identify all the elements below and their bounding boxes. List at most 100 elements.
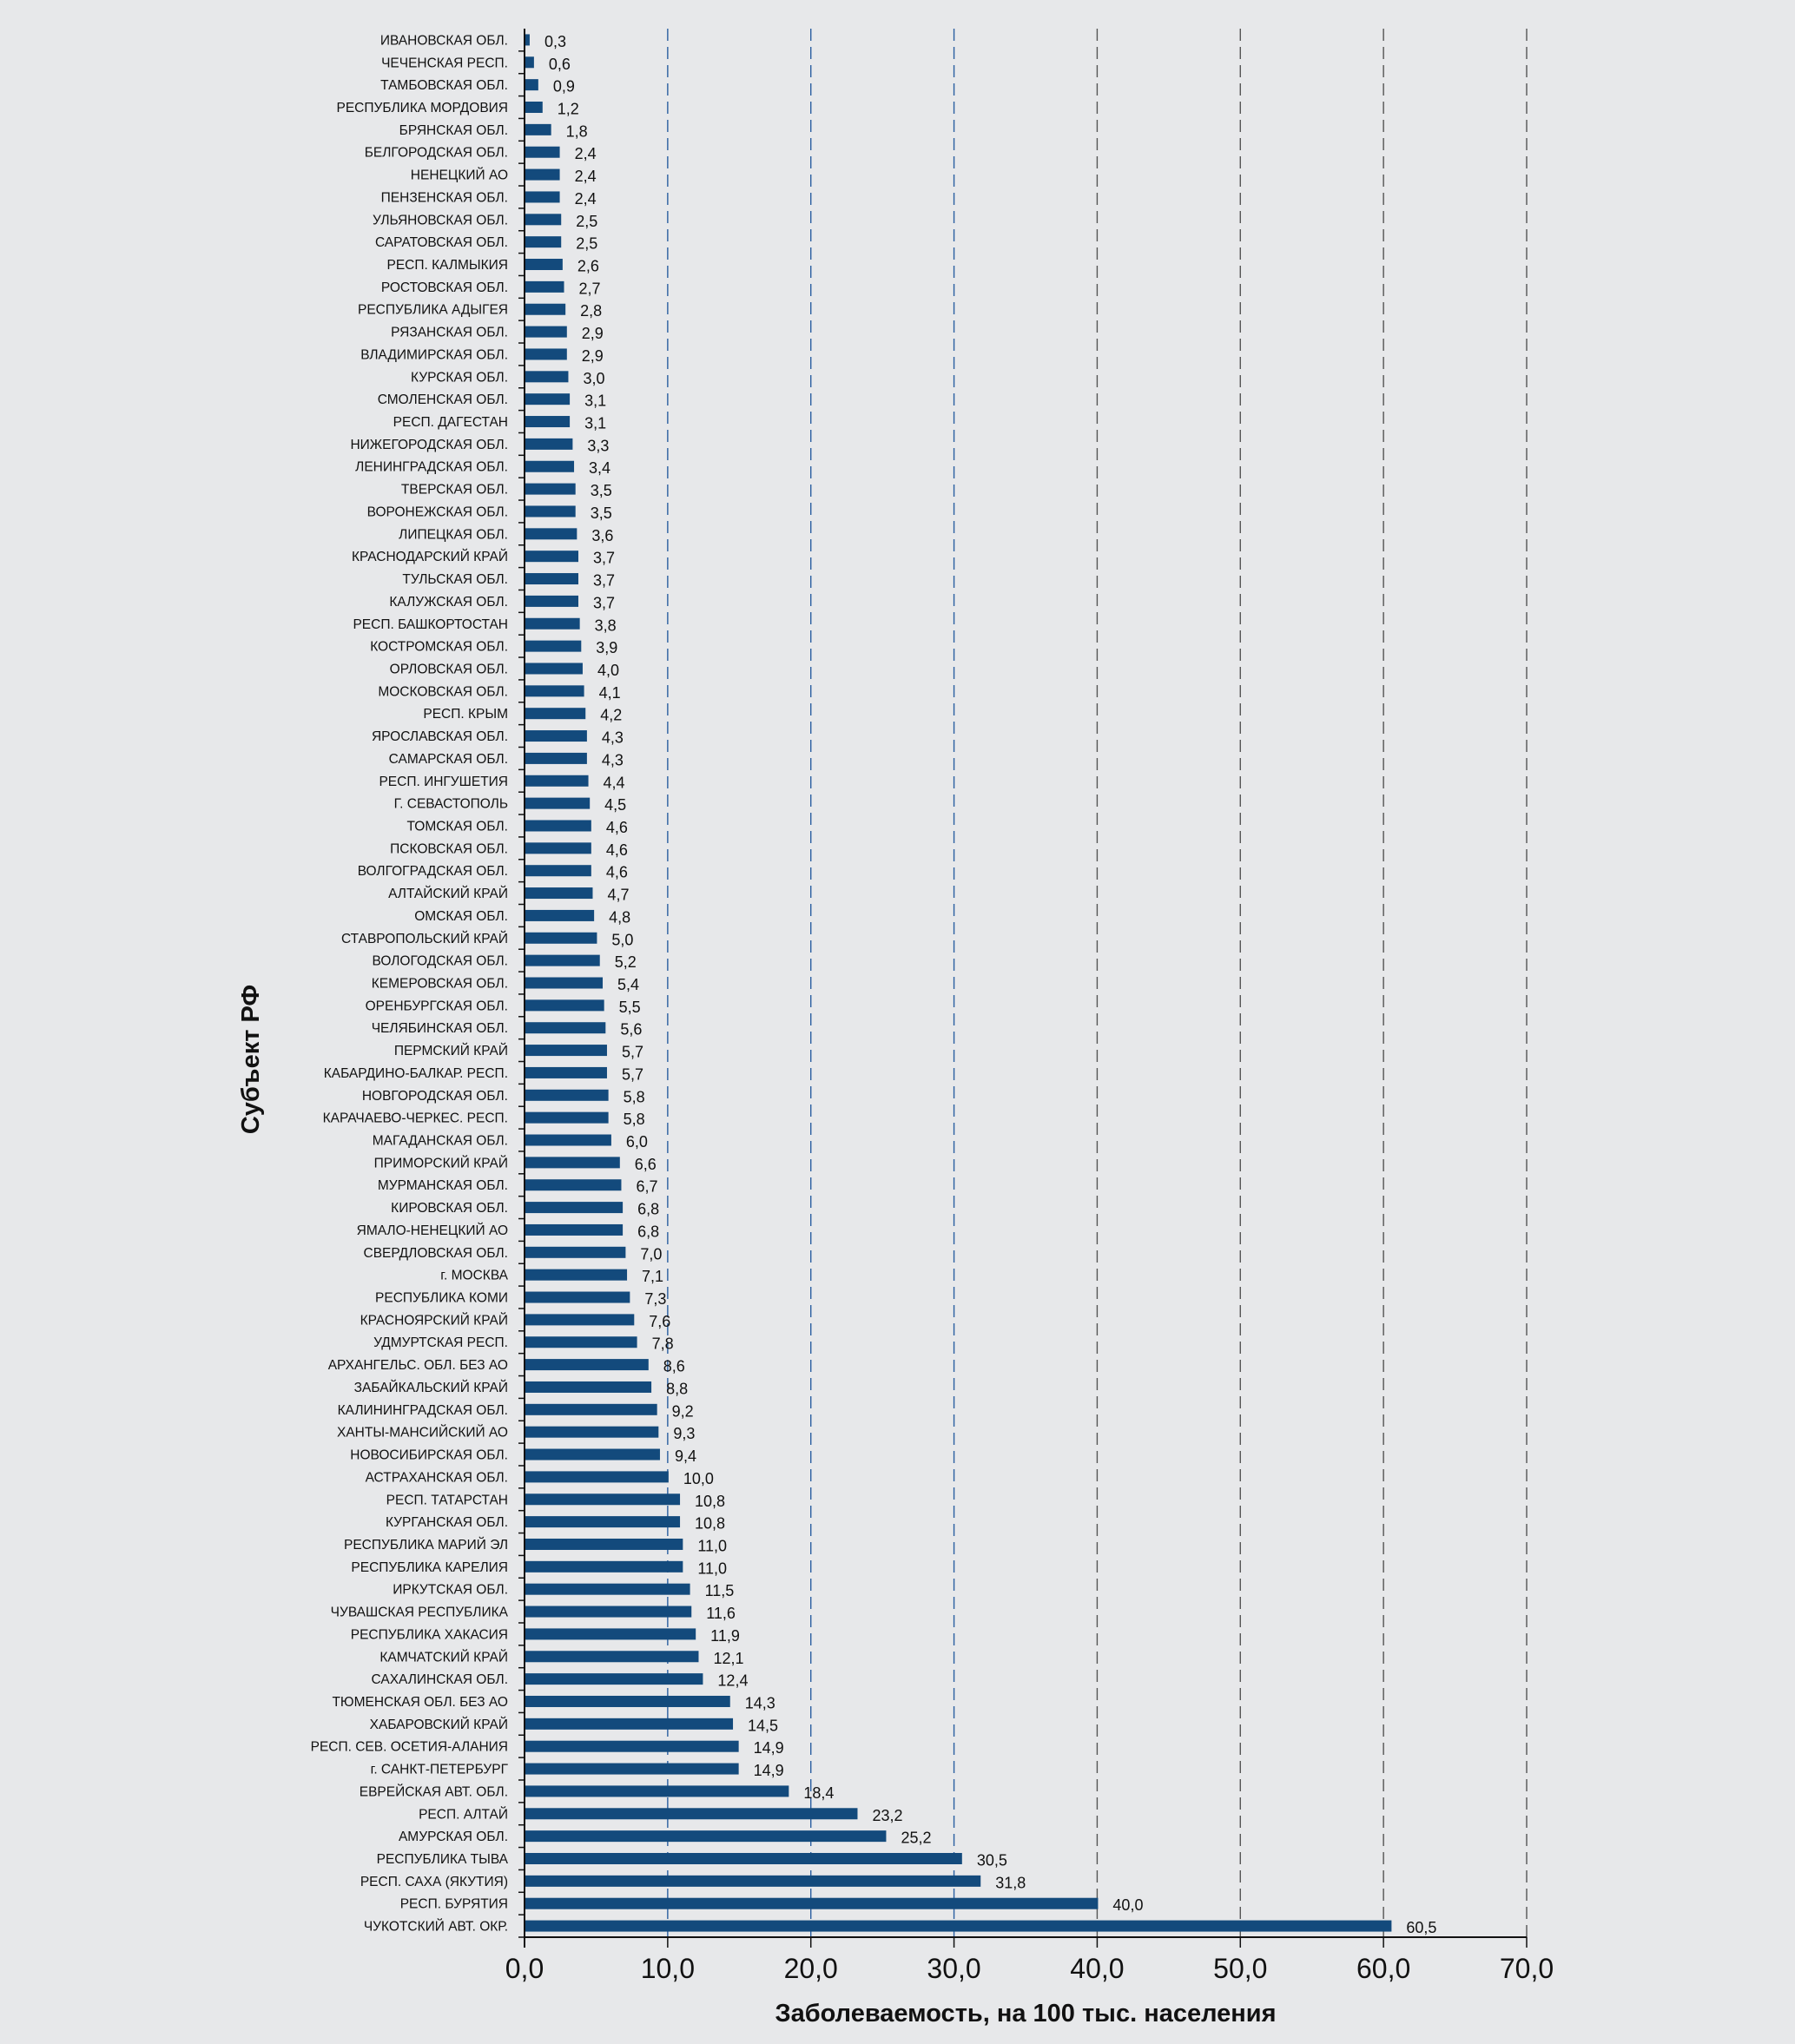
category-label: ЧУКОТСКИЙ АВТ. ОКР.	[364, 1919, 508, 1935]
category-label: РЕСПУБЛИКА КАРЕЛИЯ	[351, 1560, 508, 1575]
bar	[525, 146, 560, 158]
bar	[525, 752, 587, 764]
bar	[525, 1426, 659, 1438]
bar	[525, 730, 587, 742]
value-label: 2,4	[575, 168, 597, 185]
bar	[525, 483, 576, 495]
value-label: 8,6	[663, 1358, 685, 1375]
bar	[525, 595, 578, 607]
value-label: 2,8	[580, 302, 602, 320]
bar	[525, 505, 576, 518]
category-label: СТАВРОПОЛЬСКИЙ КРАЙ	[341, 931, 508, 946]
bar	[525, 932, 597, 944]
bar	[525, 551, 578, 563]
category-label: ТАМБОВСКАЯ ОБЛ.	[380, 78, 508, 93]
x-tick-label: 50,0	[1213, 1953, 1267, 1984]
category-label: ИВАНОВСКАЯ ОБЛ.	[380, 33, 508, 48]
bars	[525, 34, 1392, 1932]
value-label: 0,3	[544, 33, 566, 50]
category-label: ПЕРМСКИЙ КРАЙ	[394, 1043, 508, 1058]
value-label: 11,0	[697, 1537, 727, 1554]
bar	[525, 999, 604, 1012]
value-label: 4,7	[607, 887, 629, 904]
category-label: КУРГАНСКАЯ ОБЛ.	[386, 1515, 508, 1530]
value-label: 4,4	[604, 774, 625, 791]
category-label: ВОРОНЕЖСКАЯ ОБЛ.	[367, 504, 508, 519]
category-label: АСТРАХАНСКАЯ ОБЛ.	[366, 1470, 508, 1485]
value-label: 3,7	[593, 572, 615, 590]
bar	[525, 1538, 683, 1550]
category-label: Г. СЕВАСТОПОЛЬ	[394, 797, 508, 812]
bar	[525, 663, 583, 675]
axes	[518, 29, 1528, 1948]
y-axis-title: Субъект РФ	[237, 985, 265, 1134]
bar	[525, 1852, 962, 1864]
bar	[525, 865, 591, 877]
bar	[525, 102, 543, 114]
bar	[525, 56, 534, 69]
category-label: РЕСП. БУРЯТИЯ	[400, 1897, 508, 1912]
x-tick-label: 30,0	[927, 1953, 980, 1984]
value-label: 5,8	[624, 1111, 645, 1128]
bar	[525, 617, 580, 630]
category-label: РЕСП. СЕВ. ОСЕТИЯ-АЛАНИЯ	[311, 1740, 508, 1755]
value-label: 2,9	[582, 325, 604, 342]
category-label: НОВОСИБИРСКАЯ ОБЛ.	[350, 1448, 508, 1463]
bar	[525, 775, 589, 787]
value-label: 6,7	[636, 1178, 657, 1196]
category-label: ЗАБАЙКАЛЬСКИЙ КРАЙ	[354, 1380, 508, 1395]
bar	[525, 259, 563, 271]
value-label: 7,6	[649, 1313, 670, 1330]
value-label: 3,5	[591, 482, 612, 499]
value-label: 3,5	[591, 504, 612, 522]
bar	[525, 1111, 609, 1124]
bar	[525, 1314, 635, 1326]
category-label: РЕСПУБЛИКА КОМИ	[375, 1291, 508, 1306]
category-label: КУРСКАЯ ОБЛ.	[411, 370, 508, 385]
category-label: ОРЕНБУРГСКАЯ ОБЛ.	[366, 999, 508, 1013]
category-label: АРХАНГЕЛЬС. ОБЛ. БЕЗ АО	[328, 1358, 508, 1373]
category-label: РЕСП. КАЛМЫКИЯ	[387, 258, 509, 273]
value-label: 4,3	[602, 729, 624, 747]
category-label: РЕСПУБЛИКА ТЫВА	[377, 1852, 509, 1867]
value-label: 7,1	[642, 1268, 663, 1285]
category-label: ТВЕРСКАЯ ОБЛ.	[401, 483, 508, 498]
category-label: РЕСПУБЛИКА АДЫГЕЯ	[358, 303, 508, 318]
category-label: ЕВРЕЙСКАЯ АВТ. ОБЛ.	[360, 1784, 508, 1799]
bar	[525, 887, 593, 900]
bar	[525, 1157, 620, 1169]
bar	[525, 1045, 607, 1057]
value-label: 11,0	[697, 1559, 727, 1577]
category-label: НИЖЕГОРОДСКАЯ ОБЛ.	[350, 438, 508, 452]
bar	[525, 1785, 789, 1797]
value-label: 2,5	[576, 235, 597, 253]
value-label: 3,7	[593, 550, 615, 567]
value-label: 3,6	[591, 527, 613, 544]
bar	[525, 416, 571, 428]
bar	[525, 1291, 630, 1303]
value-label: 5,4	[617, 976, 639, 993]
value-label: 1,2	[558, 101, 579, 118]
bar	[525, 303, 566, 315]
bar	[525, 1179, 622, 1191]
value-label: 7,3	[644, 1290, 666, 1308]
value-label: 7,8	[652, 1335, 674, 1353]
value-label: 4,1	[599, 684, 621, 702]
category-label: ЛЕНИНГРАДСКАЯ ОБЛ.	[355, 460, 508, 475]
value-label: 3,8	[595, 616, 617, 634]
category-label: МАГАДАНСКАЯ ОБЛ.	[373, 1134, 508, 1149]
bar	[525, 1381, 652, 1393]
category-label: ХАНТЫ-МАНСИЙСКИЙ АО	[337, 1425, 508, 1441]
value-label: 2,4	[575, 145, 597, 162]
category-label: КИРОВСКАЯ ОБЛ.	[391, 1201, 508, 1216]
x-tick-labels: 0,0 10,0 20,0 30,0 40,0 50,0 60,0 70,0	[505, 1953, 1554, 1984]
value-label: 5,7	[622, 1044, 643, 1061]
value-label: 30,5	[977, 1851, 1007, 1869]
bar	[525, 1359, 649, 1371]
bar	[525, 438, 573, 450]
bar	[525, 1673, 703, 1685]
value-label: 4,0	[597, 662, 619, 679]
bar	[525, 1202, 624, 1214]
bar	[525, 1583, 690, 1595]
